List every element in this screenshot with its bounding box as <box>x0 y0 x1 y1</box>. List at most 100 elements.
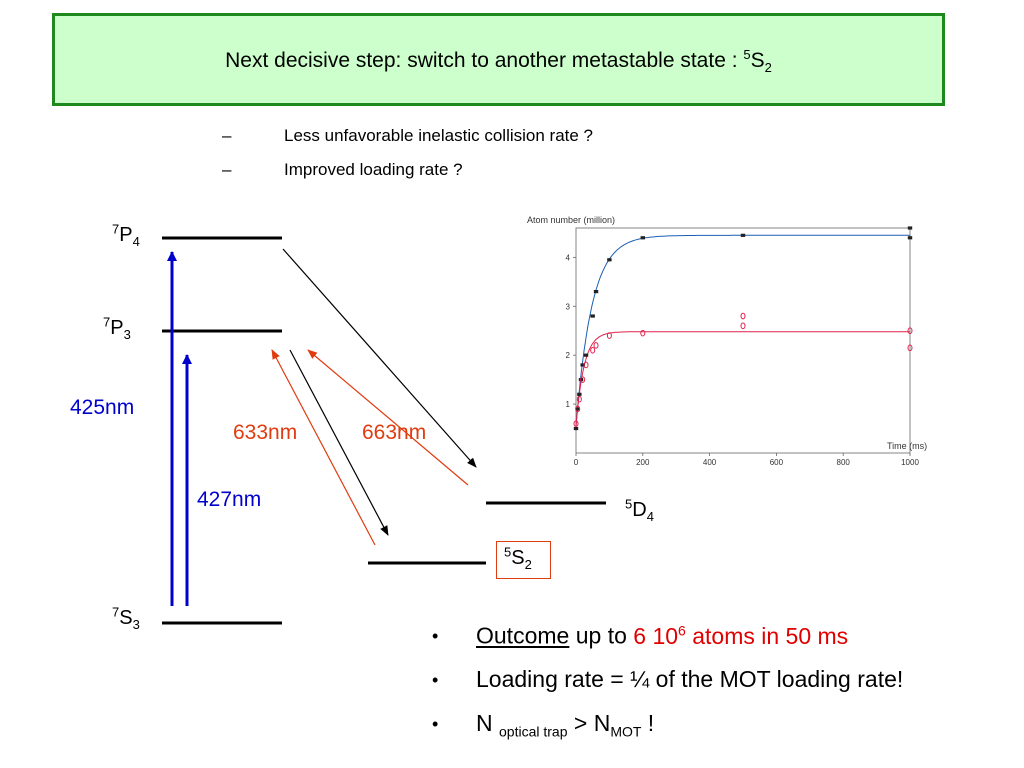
bullet-middle: up to <box>569 622 634 649</box>
bullet-n-comparison: • N optical trap > NMOT ! <box>432 710 903 754</box>
wavelength-425nm: 425nm <box>70 396 135 419</box>
label-7p4: 7P4 <box>112 221 140 248</box>
data-point-blue <box>640 236 645 240</box>
title-state-sup: 5 <box>743 47 751 62</box>
chart-points <box>573 226 913 431</box>
label-letter: P <box>119 224 133 246</box>
x-tick-label: 200 <box>636 458 650 467</box>
data-point-blue <box>593 289 599 294</box>
label-sub: 4 <box>646 509 654 524</box>
data-point-blue <box>907 226 913 230</box>
data-point-red <box>576 395 582 403</box>
bullet-dot: • <box>432 714 439 734</box>
data-point-red <box>575 405 581 413</box>
data-point-blue <box>740 233 746 237</box>
chart-ylabel: Atom number (million) <box>527 215 615 225</box>
data-point-red <box>573 420 579 427</box>
wavelength-633nm: 633nm <box>233 421 298 444</box>
label-sub: 2 <box>524 557 532 572</box>
arrow-663nm <box>307 349 469 486</box>
bullet-text: Loading rate = ¼ of the MOT loading rate… <box>476 666 904 692</box>
data-point-red <box>740 312 746 320</box>
fit-curve-1 <box>575 331 910 427</box>
data-point-blue <box>590 314 595 318</box>
label-letter: D <box>632 499 647 521</box>
label-sup: 5 <box>504 544 512 560</box>
data-point-blue <box>580 363 585 367</box>
data-point-red <box>606 332 612 339</box>
bullet-text: N optical trap > NMOT ! <box>476 710 654 740</box>
data-point-red <box>640 329 646 337</box>
y-tick-label: 4 <box>566 253 571 262</box>
n-subscript-mot: MOT <box>610 723 642 740</box>
arrow-7p3-to-5s2 <box>289 349 389 536</box>
outcome-exponent: 6 <box>678 622 686 638</box>
label-7p3: 7P3 <box>103 314 131 342</box>
gt-symbol: > N <box>567 710 611 736</box>
data-point-red <box>740 322 746 330</box>
data-point-red <box>907 327 913 335</box>
label-sup: 7 <box>103 314 111 330</box>
y-tick-label: 1 <box>566 400 571 409</box>
bullet-outcome: • Outcome up to 6 106 atoms in 50 ms <box>432 622 903 666</box>
label-sup: 7 <box>112 221 120 237</box>
bullet-dot: • <box>432 626 439 646</box>
label-letter: S <box>511 547 525 569</box>
bullet-end: ! <box>641 710 655 736</box>
loading-chart: 0 200 400 600 800 1000 1 2 3 4 Atom number (milli… <box>527 215 927 467</box>
title-state-sub: 2 <box>764 60 772 76</box>
dash-marker: – <box>222 126 232 145</box>
outcome-value: 6 106 atoms in 50 ms <box>633 622 848 649</box>
wavelength-663nm: 663nm <box>362 421 427 444</box>
chart-frame <box>575 227 911 454</box>
label-7s3: 7S3 <box>112 604 140 631</box>
label-letter: P <box>110 317 124 339</box>
x-tick-label: 800 <box>837 458 851 467</box>
data-point-red <box>593 342 599 349</box>
sub-bullet: – Improved loading rate ? <box>222 160 593 194</box>
bullet-loading-rate: • Loading rate = ¼ of the MOT loading ra… <box>432 666 903 710</box>
bullet-dot: • <box>432 670 439 690</box>
data-point-red <box>907 344 913 352</box>
y-tick-label: 2 <box>566 351 571 360</box>
data-point-blue <box>907 236 913 240</box>
sub-bullet: – Less unfavorable inelastic collision r… <box>222 126 593 160</box>
bullet-text: Outcome up to 6 106 atoms in 50 ms <box>476 622 848 650</box>
data-point-red <box>583 361 589 369</box>
chart-xlabel: Time (ms) <box>887 441 927 451</box>
arrow-7p4-to-5d4 <box>282 248 477 468</box>
outcome-bullets: • Outcome up to 6 106 atoms in 50 ms • L… <box>432 622 903 754</box>
label-5s2: 5S2 <box>504 544 532 572</box>
data-point-blue <box>575 407 580 411</box>
x-tick-label: 0 <box>574 458 579 467</box>
x-tick-label: 1000 <box>901 458 919 467</box>
sub-bullet-text: Less unfavorable inelastic collision rat… <box>284 126 594 145</box>
fit-curve-0 <box>575 234 910 427</box>
data-point-blue <box>577 392 582 396</box>
title-box: Next decisive step: switch to another me… <box>52 13 945 106</box>
label-sup: 7 <box>112 604 120 620</box>
outcome-number: 6 10 <box>633 622 679 649</box>
highlight-box-5s2 <box>496 541 551 579</box>
chart-axes: 0 200 400 600 800 1000 1 2 3 4 <box>566 227 919 467</box>
sub-bullet-text: Improved loading rate ? <box>284 160 463 179</box>
n-subscript-trap: optical trap <box>499 723 568 740</box>
data-point-blue <box>583 353 589 357</box>
chart-fit-curves <box>575 234 910 427</box>
data-point-red <box>590 346 596 354</box>
label-letter: S <box>119 607 133 629</box>
title-text: Next decisive step: switch to another me… <box>225 49 738 72</box>
label-sup: 5 <box>625 496 633 512</box>
data-point-blue <box>573 426 579 431</box>
label-sub: 3 <box>123 327 131 342</box>
y-tick-label: 3 <box>566 302 571 311</box>
x-tick-label: 600 <box>770 458 784 467</box>
n-symbol: N <box>476 710 499 736</box>
arrow-633nm <box>271 349 376 546</box>
dash-marker: – <box>222 160 232 179</box>
x-tick-label: 400 <box>703 458 717 467</box>
label-5d4: 5D4 <box>625 496 654 524</box>
title-state-letter: S <box>750 49 765 72</box>
outcome-label: Outcome <box>476 622 570 649</box>
